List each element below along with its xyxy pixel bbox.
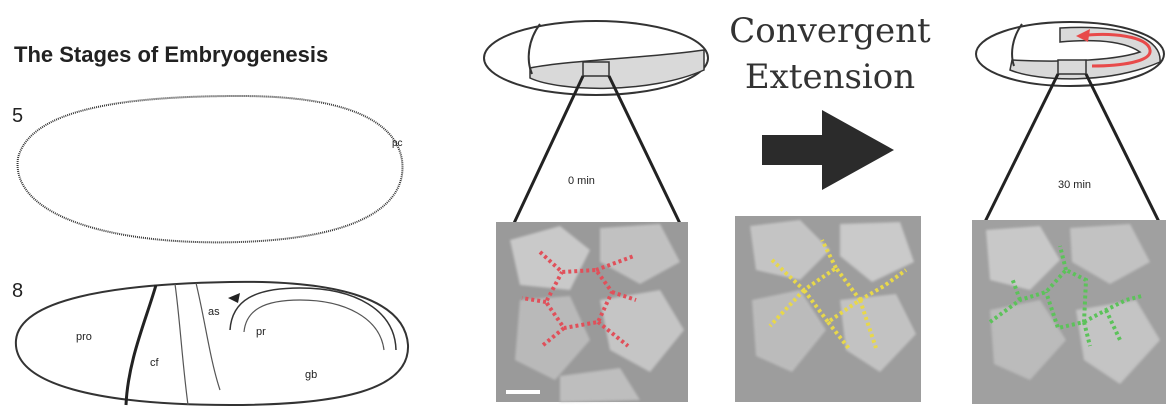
embryo-before: 0 min	[483, 20, 709, 237]
microscopy-image-30min	[972, 220, 1166, 404]
amnioserosa-arrow-icon	[228, 293, 240, 303]
label-pro: pro	[76, 331, 92, 343]
heading-convergent: Convergent	[729, 11, 931, 51]
label-cf: cf	[150, 357, 160, 369]
stage-5-number: 5	[12, 105, 23, 127]
embryo-after: 30 min	[975, 21, 1166, 237]
stage-8-embryo-outline	[14, 280, 410, 407]
stage-8-number: 8	[12, 280, 23, 302]
label-pc: pc	[392, 138, 403, 149]
curved-arrow-icon	[1079, 33, 1152, 68]
label-pr: pr	[256, 326, 266, 338]
germband-curve-inner	[243, 299, 385, 351]
fold-line-2	[195, 282, 221, 391]
label-as: as	[208, 306, 220, 318]
germband-curve	[229, 287, 397, 351]
label-gb: gb	[305, 369, 317, 381]
time-0-min: 0 min	[568, 175, 595, 187]
fold-line-1	[174, 283, 189, 406]
cephalic-furrow-line	[124, 284, 158, 406]
heading-extension: Extension	[745, 57, 915, 97]
microscopy-image-0min	[496, 222, 688, 402]
right-arrow-icon	[762, 110, 894, 190]
stage-5-embryo-outline	[16, 94, 404, 244]
figure-title: The Stages of Embryogenesis	[14, 42, 328, 67]
left-panel: The Stages of Embryogenesis 5 pc 8 pro c…	[12, 42, 410, 407]
time-30-min: 30 min	[1058, 179, 1091, 191]
microscopy-image-middle	[735, 216, 921, 402]
